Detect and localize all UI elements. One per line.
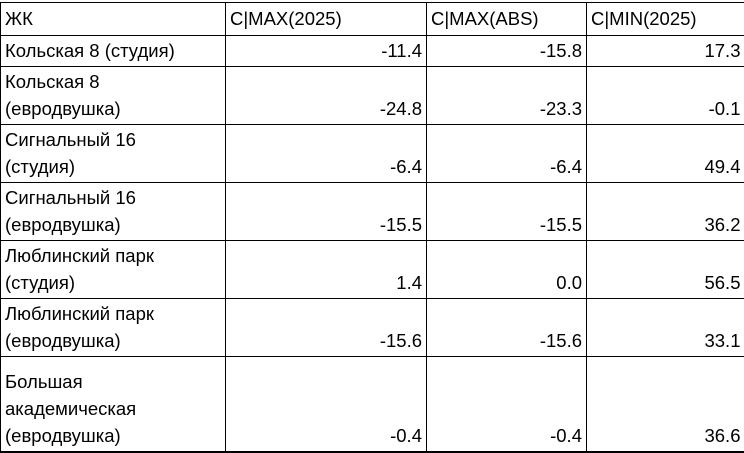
cell-c-max-2025[interactable]: -11.4 — [226, 36, 427, 67]
table-row: Люблинский парк (евродвушка) -15.6 -15.6… — [1, 299, 744, 357]
table-row: Кольская 8 (студия) -11.4 -15.8 17.3 — [1, 36, 744, 67]
cell-c-max-abs[interactable]: 0.0 — [427, 241, 587, 299]
table-row: Люблинский парк (студия) 1.4 0.0 56.5 — [1, 241, 744, 299]
cell-c-min-2025[interactable]: 56.5 — [587, 241, 744, 299]
cell-c-max-abs[interactable]: -0.4 — [427, 357, 587, 452]
cell-c-max-2025[interactable]: -15.5 — [226, 183, 427, 241]
cell-c-min-2025[interactable]: 36.6 — [587, 357, 744, 452]
header-cell-zhk[interactable]: ЖК — [1, 3, 226, 36]
cell-c-max-abs[interactable]: -23.3 — [427, 67, 587, 125]
cell-c-min-2025[interactable]: 49.4 — [587, 125, 744, 183]
cell-c-max-abs[interactable]: -15.5 — [427, 183, 587, 241]
header-row: ЖК C|MAX(2025) C|MAX(ABS) C|MIN(2025) — [1, 3, 744, 36]
table-row: Сигнальный 16 (студия) -6.4 -6.4 49.4 — [1, 125, 744, 183]
cell-c-max-abs[interactable]: -6.4 — [427, 125, 587, 183]
cell-c-max-2025[interactable]: -0.4 — [226, 357, 427, 452]
cell-complex-name[interactable]: Большая академическая (евродвушка) — [1, 357, 226, 452]
cell-c-max-2025[interactable]: -15.6 — [226, 299, 427, 357]
table-row: Большая академическая (евродвушка) -0.4 … — [1, 357, 744, 452]
table-row: Сигнальный 16 (евродвушка) -15.5 -15.5 3… — [1, 183, 744, 241]
cell-c-min-2025[interactable]: -0.1 — [587, 67, 744, 125]
cell-c-max-abs[interactable]: -15.8 — [427, 36, 587, 67]
cell-complex-name[interactable]: Сигнальный 16 (студия) — [1, 125, 226, 183]
header-cell-c-max-2025[interactable]: C|MAX(2025) — [226, 3, 427, 36]
cell-c-min-2025[interactable]: 36.2 — [587, 183, 744, 241]
cell-c-max-2025[interactable]: -6.4 — [226, 125, 427, 183]
cell-complex-name[interactable]: Люблинский парк (евродвушка) — [1, 299, 226, 357]
cell-complex-name[interactable]: Люблинский парк (студия) — [1, 241, 226, 299]
table-row: Кольская 8 (евродвушка) -24.8 -23.3 -0.1 — [1, 67, 744, 125]
header-cell-c-min-2025[interactable]: C|MIN(2025) — [587, 3, 744, 36]
cell-complex-name[interactable]: Сигнальный 16 (евродвушка) — [1, 183, 226, 241]
cell-c-max-2025[interactable]: 1.4 — [226, 241, 427, 299]
header-cell-c-max-abs[interactable]: C|MAX(ABS) — [427, 3, 587, 36]
cell-complex-name[interactable]: Кольская 8 (евродвушка) — [1, 67, 226, 125]
cell-c-max-2025[interactable]: -24.8 — [226, 67, 427, 125]
cell-c-min-2025[interactable]: 17.3 — [587, 36, 744, 67]
cell-complex-name[interactable]: Кольская 8 (студия) — [1, 36, 226, 67]
cell-c-max-abs[interactable]: -15.6 — [427, 299, 587, 357]
cell-c-min-2025[interactable]: 33.1 — [587, 299, 744, 357]
